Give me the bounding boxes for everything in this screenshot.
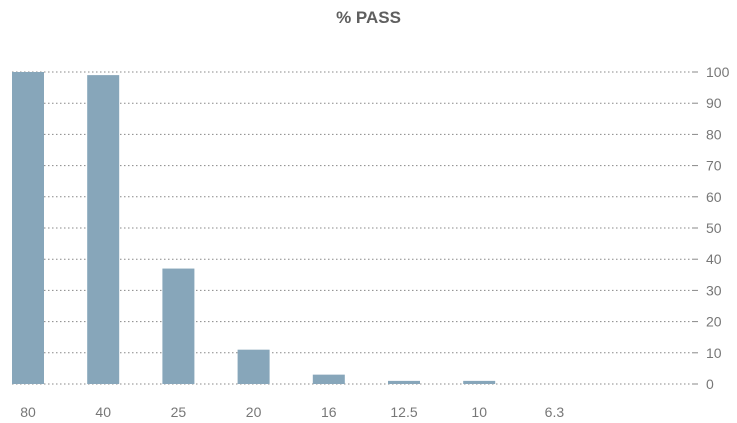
bar — [162, 268, 195, 384]
gridlines — [12, 71, 698, 385]
bars — [12, 72, 496, 385]
x-axis-ticks: 80 40 25 20 16 12.5 10 6.3 — [20, 404, 564, 420]
y-tick-label: 0 — [706, 376, 714, 392]
y-axis-ticks: 0 10 20 30 40 50 60 70 80 90 100 — [706, 64, 730, 392]
bar — [237, 349, 270, 384]
y-tick-label: 60 — [706, 189, 722, 205]
x-tick-label: 80 — [20, 404, 36, 420]
y-tick-label: 20 — [706, 314, 722, 330]
x-tick-label: 40 — [95, 404, 111, 420]
bar — [388, 380, 420, 384]
y-tick-label: 40 — [706, 251, 722, 267]
y-tick-label: 90 — [706, 95, 722, 111]
x-tick-label: 25 — [171, 404, 187, 420]
chart-title: % PASS — [336, 8, 401, 27]
y-tick-label: 50 — [706, 220, 722, 236]
y-tick-label: 100 — [706, 64, 730, 80]
bar — [463, 380, 496, 384]
x-tick-label: 6.3 — [545, 404, 565, 420]
y-tick-label: 10 — [706, 345, 722, 361]
bar — [12, 72, 44, 384]
x-tick-label: 12.5 — [390, 404, 417, 420]
bar — [312, 374, 345, 384]
y-tick-label: 80 — [706, 126, 722, 142]
x-tick-label: 16 — [321, 404, 337, 420]
x-tick-label: 20 — [246, 404, 262, 420]
y-tick-label: 70 — [706, 158, 722, 174]
x-tick-label: 10 — [471, 404, 487, 420]
bar — [87, 75, 120, 385]
y-tick-label: 30 — [706, 282, 722, 298]
